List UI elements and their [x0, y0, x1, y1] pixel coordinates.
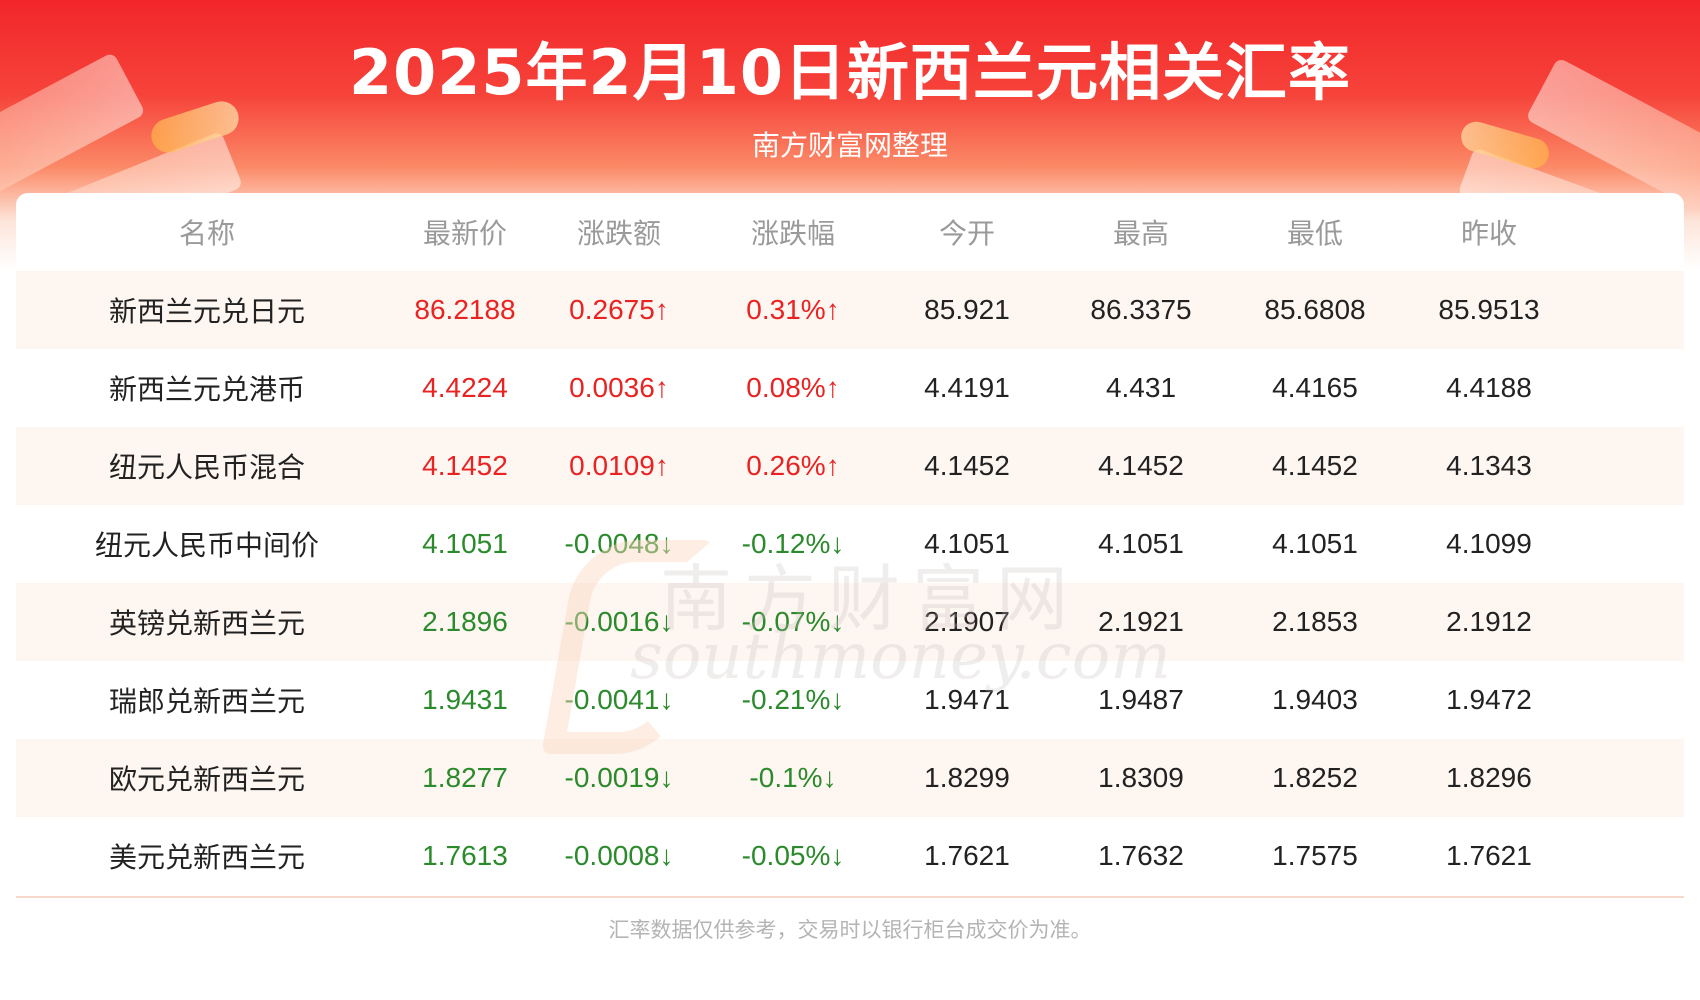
- disclaimer-note: 汇率数据仅供参考，交易时以银行柜台成交价为准。: [608, 918, 1092, 942]
- table-row: 瑞郎兑新西兰元 1.9431 -0.0041↓ -0.21%↓ 1.9471 1.9487…: [16, 661, 1684, 739]
- low-price: 1.9403: [1272, 684, 1358, 715]
- change-percent: -0.07%↓: [741, 606, 845, 637]
- open-price: 2.1907: [924, 606, 1010, 637]
- change-percent: -0.21%↓: [741, 684, 845, 715]
- change-amount: -0.0016↓: [564, 606, 674, 637]
- high-price: 2.1921: [1098, 606, 1184, 637]
- column-header-name: 名称: [178, 217, 235, 250]
- open-price: 1.8299: [924, 762, 1010, 793]
- prev-close: 4.1343: [1446, 450, 1532, 481]
- latest-price: 2.1896: [422, 606, 508, 637]
- column-header-high: 最高: [1112, 217, 1169, 250]
- currency-pair-name: 欧元兑新西兰元: [108, 763, 305, 796]
- change-percent: -0.12%↓: [741, 528, 845, 559]
- prev-close: 1.8296: [1446, 762, 1532, 793]
- high-price: 4.431: [1105, 372, 1177, 403]
- latest-price: 4.1051: [422, 528, 508, 559]
- open-price: 4.4191: [924, 372, 1010, 403]
- low-price: 4.4165: [1272, 372, 1358, 403]
- table-row: 纽元人民币混合 4.1452 0.0109↑ 0.26%↑ 4.1452 4.1452 4.…: [16, 427, 1684, 505]
- currency-pair-name: 新西兰元兑日元: [108, 295, 305, 328]
- open-price: 4.1051: [924, 528, 1010, 559]
- latest-price: 86.2188: [414, 294, 516, 325]
- prev-close: 1.9472: [1446, 684, 1532, 715]
- latest-price: 1.7613: [422, 840, 508, 871]
- change-amount: 0.2675↑: [569, 294, 669, 325]
- prev-close: 85.9513: [1438, 294, 1540, 325]
- column-header-percent: 涨跌幅: [750, 217, 835, 250]
- high-price: 4.1452: [1098, 450, 1184, 481]
- currency-pair-name: 新西兰元兑港币: [108, 373, 305, 406]
- currency-pair-name: 美元兑新西兰元: [108, 841, 305, 874]
- table-row: 新西兰元兑日元 86.2188 0.2675↑ 0.31%↑ 85.921 86.3375…: [16, 271, 1684, 349]
- open-price: 85.921: [924, 294, 1010, 325]
- rates-table: 名称 最新价 涨跌额 涨跌幅 今开 最高 最低 昨收 新西兰元兑日元 86.218…: [16, 193, 1684, 898]
- change-percent: -0.05%↓: [741, 840, 845, 871]
- high-price: 4.1051: [1098, 528, 1184, 559]
- page-subtitle: 南方财富网整理: [751, 129, 948, 162]
- latest-price: 4.1452: [422, 450, 508, 481]
- low-price: 2.1853: [1272, 606, 1358, 637]
- page-title: 2025年2月10日新西兰元相关汇率: [349, 36, 1351, 109]
- open-price: 1.7621: [924, 840, 1010, 871]
- prev-close: 4.4188: [1446, 372, 1532, 403]
- prev-close: 4.1099: [1446, 528, 1532, 559]
- open-price: 1.9471: [924, 684, 1010, 715]
- prev-close: 1.7621: [1446, 840, 1532, 871]
- prev-close: 2.1912: [1446, 606, 1532, 637]
- table-row: 欧元兑新西兰元 1.8277 -0.0019↓ -0.1%↓ 1.8299 1.8309 1…: [16, 739, 1684, 817]
- table-row: 英镑兑新西兰元 2.1896 -0.0016↓ -0.07%↓ 2.1907 2.1921…: [16, 583, 1684, 661]
- currency-pair-name: 纽元人民币混合: [108, 451, 305, 484]
- table-header: 名称 最新价 涨跌额 涨跌幅 今开 最高 最低 昨收: [16, 193, 1684, 271]
- low-price: 4.1051: [1272, 528, 1358, 559]
- column-header-open: 今开: [938, 217, 995, 250]
- open-price: 4.1452: [924, 450, 1010, 481]
- change-amount: 0.0036↑: [569, 372, 669, 403]
- change-percent: 0.26%↑: [746, 450, 840, 481]
- currency-pair-name: 瑞郎兑新西兰元: [108, 685, 305, 718]
- latest-price: 4.4224: [422, 372, 508, 403]
- high-price: 1.9487: [1098, 684, 1184, 715]
- currency-pair-name: 英镑兑新西兰元: [108, 607, 305, 640]
- latest-price: 1.9431: [422, 684, 508, 715]
- table-row: 新西兰元兑港币 4.4224 0.0036↑ 0.08%↑ 4.4191 4.431 4.4…: [16, 349, 1684, 427]
- change-amount: -0.0008↓: [564, 840, 674, 871]
- high-price: 1.7632: [1098, 840, 1184, 871]
- change-percent: 0.08%↑: [746, 372, 840, 403]
- table-row: 纽元人民币中间价 4.1051 -0.0048↓ -0.12%↓ 4.1051 4.105…: [16, 505, 1684, 583]
- change-amount: -0.0048↓: [564, 528, 674, 559]
- low-price: 1.7575: [1272, 840, 1358, 871]
- column-header-prev-close: 昨收: [1460, 217, 1517, 250]
- change-percent: -0.1%↓: [749, 762, 837, 793]
- latest-price: 1.8277: [422, 762, 508, 793]
- high-price: 1.8309: [1098, 762, 1184, 793]
- change-amount: -0.0019↓: [564, 762, 674, 793]
- change-amount: 0.0109↑: [569, 450, 669, 481]
- change-percent: 0.31%↑: [746, 294, 840, 325]
- low-price: 1.8252: [1272, 762, 1358, 793]
- column-header-change: 涨跌额: [576, 217, 661, 250]
- column-header-latest: 最新价: [422, 217, 507, 250]
- low-price: 85.6808: [1264, 294, 1366, 325]
- high-price: 86.3375: [1090, 294, 1192, 325]
- column-header-low: 最低: [1286, 217, 1343, 250]
- low-price: 4.1452: [1272, 450, 1358, 481]
- currency-pair-name: 纽元人民币中间价: [94, 529, 319, 562]
- change-amount: -0.0041↓: [564, 684, 674, 715]
- table-row: 美元兑新西兰元 1.7613 -0.0008↓ -0.05%↓ 1.7621 1.7632…: [16, 817, 1684, 895]
